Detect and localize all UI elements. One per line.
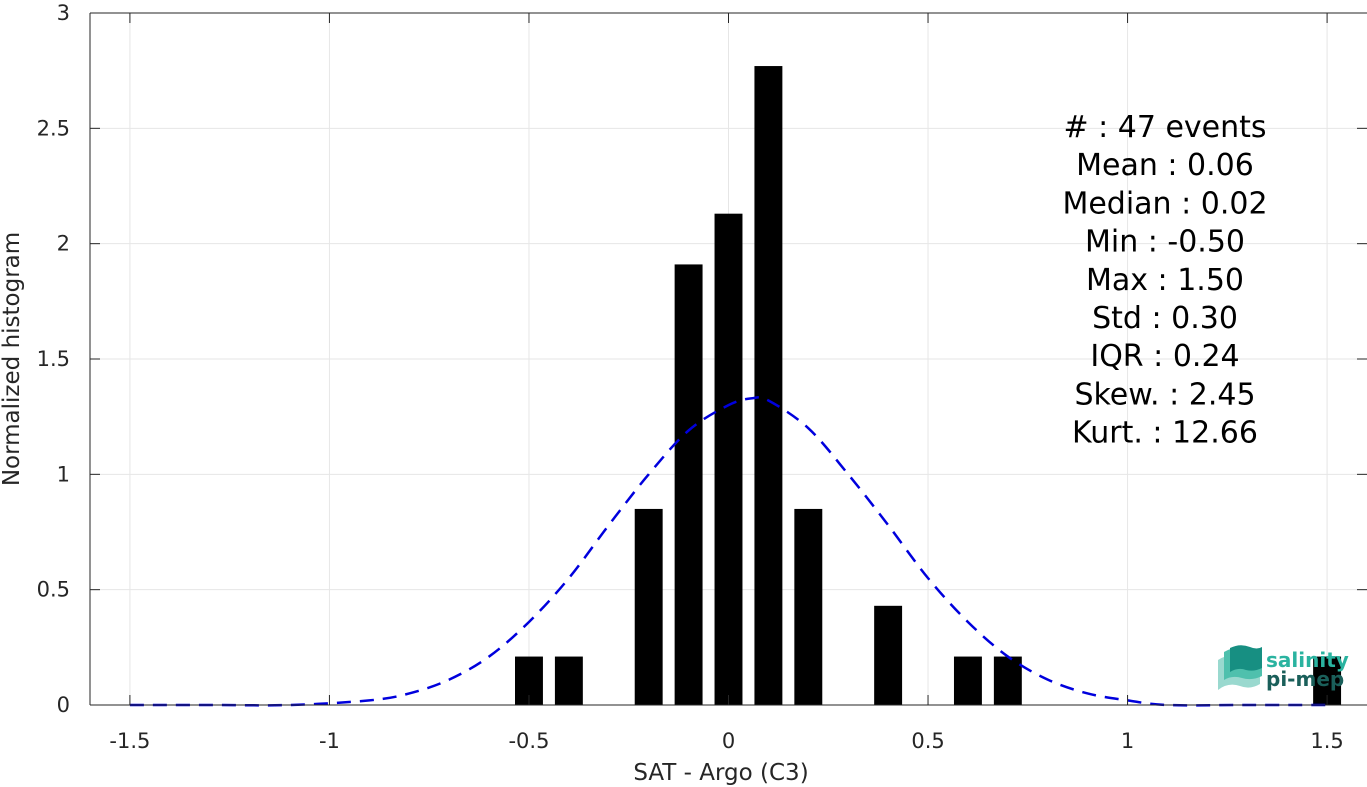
x-tick-label-4: 0.5 xyxy=(911,729,944,753)
stats-line-8: Kurt. : 12.66 xyxy=(1072,416,1258,451)
x-axis-ticks: -1.5 -1 -0.5 0 0.5 1 1.5 xyxy=(109,13,1344,753)
stats-line-0: # : 47 events xyxy=(1063,110,1266,145)
histogram-bar-1 xyxy=(554,656,583,705)
x-tick-label-1: -1 xyxy=(319,729,340,753)
x-tick-label-2: -0.5 xyxy=(508,729,549,753)
logo-line-2: pi-mep xyxy=(1266,667,1344,691)
histogram-bar-4 xyxy=(714,213,743,705)
y-tick-label-5: 2.5 xyxy=(37,116,70,140)
y-tick-label-3: 1.5 xyxy=(37,347,70,371)
logo-line-1: salinity xyxy=(1266,648,1349,672)
gaussian-fit-curve xyxy=(129,395,1328,707)
histogram-bar-3 xyxy=(674,264,703,705)
y-axis-ticks: 0 0.5 1 1.5 2 2.5 3 xyxy=(37,1,1367,717)
stats-line-3: Min : -0.50 xyxy=(1085,225,1245,260)
stats-line-5: Std : 0.30 xyxy=(1092,301,1238,336)
stats-line-7: Skew. : 2.45 xyxy=(1074,377,1255,412)
y-tick-label-1: 0.5 xyxy=(37,578,70,602)
logo-wave-icon xyxy=(1218,645,1262,690)
y-tick-label-4: 2 xyxy=(57,232,70,256)
stats-line-4: Max : 1.50 xyxy=(1086,263,1244,298)
stats-line-1: Mean : 0.06 xyxy=(1076,148,1254,183)
y-tick-label-0: 0 xyxy=(57,693,70,717)
x-tick-label-6: 1.5 xyxy=(1310,729,1343,753)
histogram-bars xyxy=(515,66,1342,705)
y-tick-label-6: 3 xyxy=(57,1,70,25)
y-tick-label-2: 1 xyxy=(57,462,70,486)
histogram-bar-6 xyxy=(794,508,823,705)
histogram-bar-8 xyxy=(953,656,982,705)
stats-line-2: Median : 0.02 xyxy=(1062,186,1267,221)
x-axis-label: SAT - Argo (C3) xyxy=(633,760,808,786)
histogram-bar-5 xyxy=(754,66,783,705)
x-tick-label-3: 0 xyxy=(722,729,735,753)
y-axis-label: Normalized histogram xyxy=(0,232,25,486)
histogram-bar-2 xyxy=(634,508,663,705)
x-tick-label-0: -1.5 xyxy=(109,729,150,753)
histogram-bar-9 xyxy=(993,656,1022,705)
histogram-bar-7 xyxy=(874,605,903,705)
salinity-pi-mep-logo: salinity pi-mep xyxy=(1218,645,1349,691)
x-tick-label-5: 1 xyxy=(1121,729,1134,753)
stats-line-6: IQR : 0.24 xyxy=(1090,339,1239,374)
